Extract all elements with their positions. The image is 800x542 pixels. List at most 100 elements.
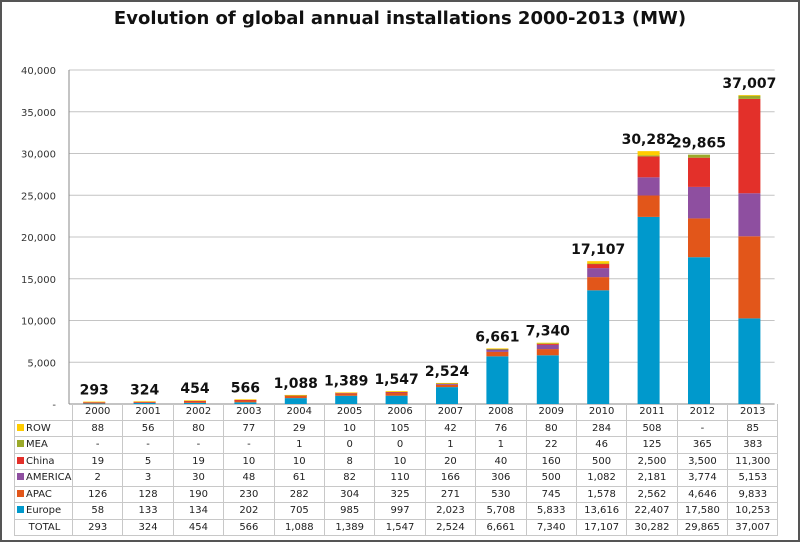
table-corner (15, 404, 73, 420)
table-cell: 105 (374, 419, 426, 437)
bar-segment-row-2002 (184, 400, 206, 401)
table-cell: - (71, 436, 124, 454)
bar-segment-apac-2013 (738, 236, 761, 319)
bar-segment-china-2006 (385, 391, 408, 393)
table-cell: 2,500 (626, 452, 678, 470)
table-cell: 3,500 (676, 452, 729, 470)
year-header: 2011 (626, 404, 678, 421)
bar-segment-row-2008 (486, 348, 509, 350)
bar-segment-america-2010 (587, 268, 610, 278)
bar-segment-europe-2003 (234, 402, 257, 404)
table-cell: 325 (374, 485, 426, 503)
bar-segment-mea-2010 (587, 263, 610, 265)
legend-swatch-china (17, 456, 24, 464)
table-cell: 160 (525, 452, 577, 470)
table-cell: 2,023 (424, 502, 477, 520)
table-cell: 1,578 (575, 485, 628, 503)
year-header: 2007 (424, 404, 477, 421)
legend-swatch-europe (17, 506, 24, 514)
table-cell: 10 (374, 452, 426, 470)
bar-segment-mea-2011 (637, 155, 660, 157)
year-header: 2004 (273, 404, 325, 421)
y-tick-label: 15,000 (21, 275, 56, 286)
total-label-2004: 1,088 (274, 376, 318, 392)
table-cell: 508 (626, 419, 678, 437)
total-label-2002: 454 (180, 381, 209, 397)
year-header: 2000 (71, 404, 124, 421)
total-label-2000: 293 (80, 383, 109, 399)
bar-segment-china-2003 (234, 399, 257, 401)
series-name: APAC (26, 488, 52, 500)
bar-segment-apac-2005 (335, 393, 358, 396)
table-cell: 365 (676, 436, 729, 454)
year-header: 2012 (676, 404, 729, 421)
bar-segment-row-2000 (83, 401, 106, 403)
table-cell: 48 (223, 469, 275, 487)
table-cell: 2,562 (626, 485, 678, 503)
table-cell: 293 (71, 518, 124, 536)
table-cell: 82 (323, 469, 376, 487)
table-cell: 19 (71, 452, 124, 470)
year-header: 2005 (323, 404, 376, 421)
bar-segment-row-2007 (436, 382, 458, 384)
y-tick-label: 10,000 (21, 317, 56, 328)
table-cell: 17,107 (575, 518, 628, 536)
table-cell: 56 (122, 419, 174, 437)
series-label: Europe (14, 502, 73, 520)
bar-segment-row-2006 (385, 391, 408, 392)
bar-segment-apac-2003 (234, 400, 257, 403)
bar-segment-europe-2007 (436, 387, 458, 404)
table-cell: 324 (122, 518, 174, 536)
table-cell: 1,082 (575, 469, 628, 487)
bar-segment-america-2013 (738, 193, 761, 237)
table-cell: 5,153 (727, 469, 779, 487)
table-cell: 997 (374, 502, 426, 520)
table-cell: 166 (424, 469, 477, 487)
bar-segment-europe-2000 (83, 403, 106, 405)
series-label: MEA (14, 436, 73, 454)
table-cell: 566 (223, 518, 275, 536)
table-cell: - (223, 436, 275, 454)
bar-segment-apac-2006 (385, 392, 408, 396)
table-cell: 29,865 (676, 518, 729, 536)
total-label-2005: 1,389 (324, 373, 368, 389)
bar-segment-china-2010 (587, 263, 610, 269)
table-cell: 190 (172, 485, 225, 503)
table-cell: 705 (273, 502, 325, 520)
series-label: ROW (14, 419, 73, 437)
table-cell: 20 (424, 452, 477, 470)
total-label: TOTAL (14, 518, 73, 536)
table-cell: 383 (727, 436, 779, 454)
legend-swatch-mea (17, 440, 24, 448)
total-label-2006: 1,547 (374, 372, 418, 388)
bar-segment-europe-2006 (385, 395, 408, 404)
table-cell: 1,088 (273, 518, 325, 536)
y-tick-label: 35,000 (21, 108, 56, 119)
series-label: APAC (14, 485, 73, 503)
table-cell: 61 (273, 469, 325, 487)
bar-segment-mea-2013 (738, 95, 761, 99)
bar-segment-europe-2005 (335, 395, 358, 404)
table-cell: 42 (424, 419, 477, 437)
bar-segment-apac-2009 (536, 349, 559, 356)
table-row-america: AMERICA 2 3 30 48 61 82 110 166 306 500 1,082 2,181 3… (14, 469, 779, 487)
total-label-2008: 6,661 (475, 329, 519, 345)
table-cell: 1,547 (374, 518, 426, 536)
table-cell: 8 (323, 452, 376, 470)
series-name: ROW (26, 422, 51, 434)
bar-segment-apac-2002 (184, 401, 206, 403)
total-label-2013: 37,007 (722, 76, 776, 92)
table-cell: 134 (172, 502, 225, 520)
series-label: AMERICA (14, 469, 73, 487)
table-cell: 46 (575, 436, 628, 454)
table-cell: 1 (424, 436, 477, 454)
series-name: China (26, 455, 55, 467)
bar-segment-row-2010 (587, 261, 610, 264)
table-cell: 304 (323, 485, 376, 503)
bar-segment-europe-2009 (536, 355, 559, 404)
table-header-row: 2000 2001 2002 2003 2004 2005 2006 2007 2008 2009… (15, 404, 779, 421)
table-cell: 29 (273, 419, 325, 437)
bar-segment-row-2003 (234, 399, 257, 400)
bar-segment-row-2004 (284, 394, 307, 396)
